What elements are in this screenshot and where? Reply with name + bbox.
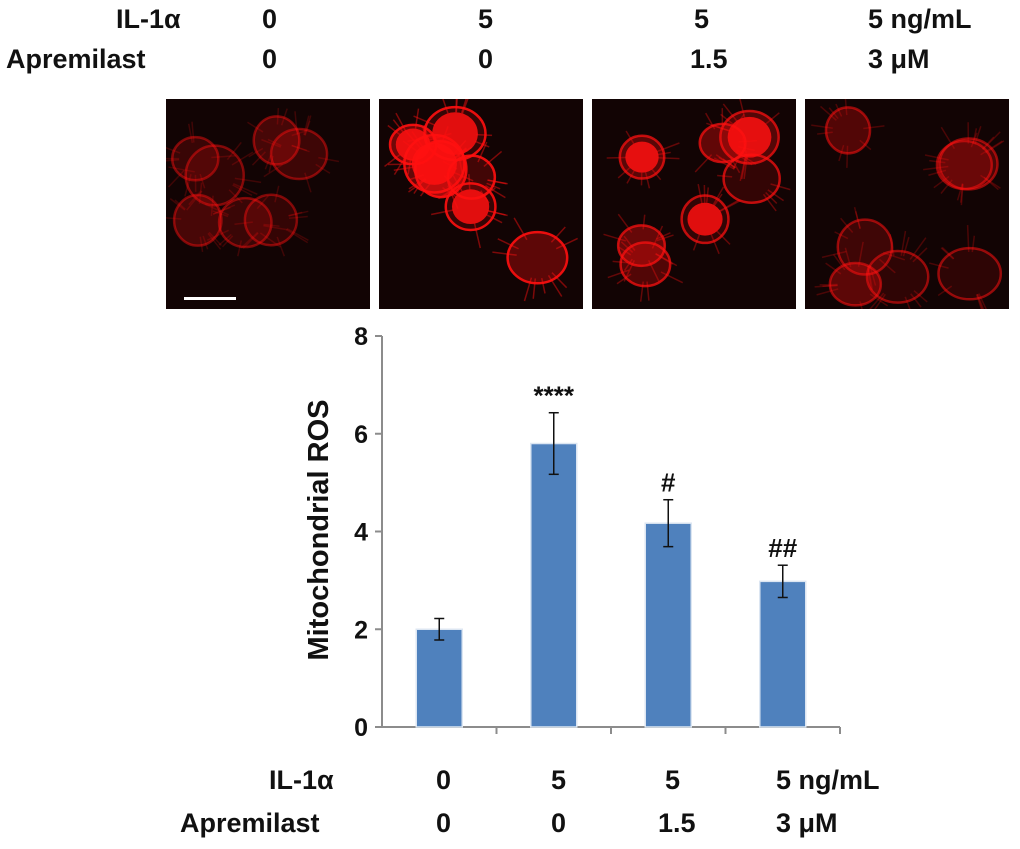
micrograph-panel <box>166 99 370 309</box>
cell <box>166 121 236 197</box>
x-table-il1a-label: IL-1α <box>269 765 334 795</box>
micrograph-image <box>603 99 791 302</box>
cell <box>261 111 340 193</box>
significance-marker: **** <box>534 381 575 411</box>
significance-marker: ## <box>768 533 797 563</box>
cell <box>680 184 741 255</box>
header-il1a-label: IL-1α <box>116 4 181 34</box>
header-il1a-value: 5 <box>478 4 494 34</box>
y-tick-label: 0 <box>354 714 368 742</box>
y-tick-label: 2 <box>354 616 368 644</box>
cell <box>606 130 680 189</box>
micrograph-image <box>166 108 340 257</box>
bar <box>530 442 578 728</box>
cell <box>234 185 309 257</box>
micrograph-panel <box>805 99 1009 309</box>
cell <box>205 195 288 257</box>
bar <box>759 580 807 728</box>
x-table-il1a-value: 5 ng/mL <box>776 765 880 795</box>
header-apremilast-value: 0 <box>262 44 278 74</box>
cell <box>438 141 508 204</box>
x-table-apremilast-value: 0 <box>551 808 567 838</box>
cell <box>811 99 885 168</box>
y-tick-label: 8 <box>354 323 368 351</box>
cell <box>694 108 757 174</box>
micrograph-panel <box>379 99 583 309</box>
micrograph-panel <box>592 99 796 309</box>
header-apremilast-value: 3 μM <box>868 44 930 74</box>
cell <box>247 108 310 173</box>
x-table-apremilast-value: 3 μM <box>776 808 838 838</box>
cell <box>923 122 1005 201</box>
cell <box>706 99 780 182</box>
header-apremilast-value: 0 <box>478 44 494 74</box>
x-table-apremilast-value: 1.5 <box>658 808 696 838</box>
cell <box>603 213 678 282</box>
cell <box>492 217 578 302</box>
header-il1a-value: 0 <box>262 4 278 34</box>
bar <box>415 628 463 728</box>
y-tick-label: 6 <box>354 421 368 449</box>
cell <box>166 182 236 253</box>
x-table-apremilast-value: 0 <box>436 808 452 838</box>
micrograph-image <box>811 99 1005 309</box>
header-il1a-value: 5 <box>694 4 710 34</box>
header-apremilast-label: Apremilast <box>6 44 146 74</box>
scale-bar <box>184 297 236 300</box>
cell <box>929 225 1003 309</box>
cell <box>865 230 930 309</box>
bar <box>644 522 692 728</box>
y-tick-label: 4 <box>354 519 368 547</box>
header-apremilast-value: 1.5 <box>690 44 728 74</box>
header-il1a-value: 5 ng/mL <box>868 4 972 34</box>
cell <box>713 137 791 212</box>
x-table-il1a-value: 5 <box>551 765 567 795</box>
cell <box>814 241 889 309</box>
micrograph-image <box>384 99 578 302</box>
cell <box>607 225 684 302</box>
x-table-apremilast-label: Apremilast <box>180 808 320 838</box>
significance-marker: # <box>661 468 676 498</box>
cell <box>821 206 906 291</box>
y-axis-label: Mitochondrial ROS <box>303 400 335 661</box>
x-table-il1a-value: 0 <box>436 765 452 795</box>
x-table-il1a-value: 5 <box>665 765 681 795</box>
cell <box>168 141 262 216</box>
cell <box>384 108 452 175</box>
